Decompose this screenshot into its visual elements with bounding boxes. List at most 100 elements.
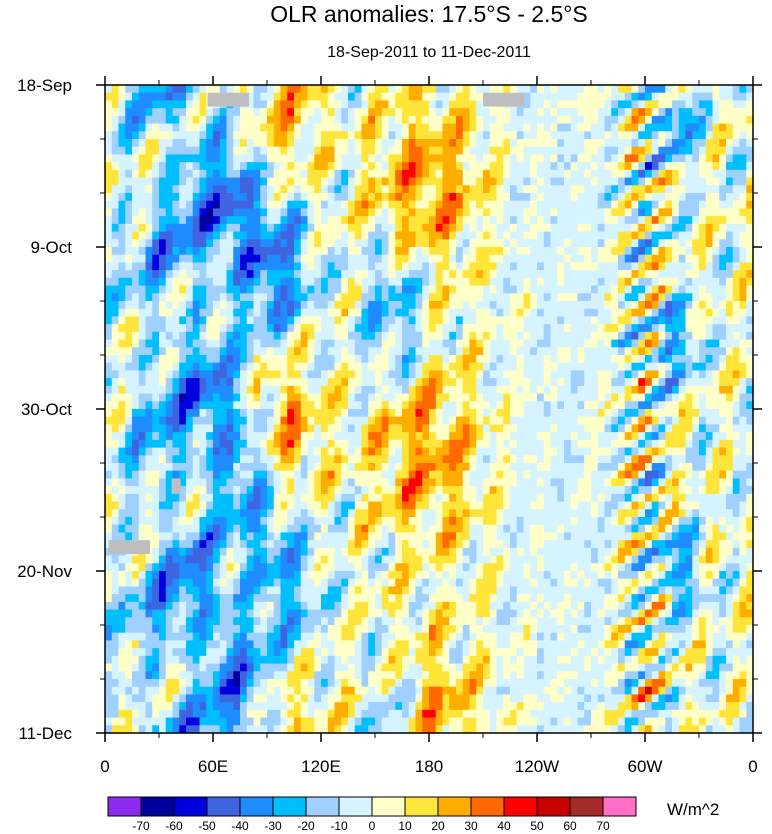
heatmap-cell xyxy=(368,316,376,325)
heatmap-cell xyxy=(651,347,660,356)
heatmap-cell xyxy=(591,447,599,456)
heatmap-cell xyxy=(618,115,626,125)
heatmap-cell xyxy=(645,262,653,271)
heatmap-cell xyxy=(496,131,504,140)
heatmap-cell xyxy=(348,285,356,294)
heatmap-cell xyxy=(658,447,666,456)
heatmap-cell xyxy=(199,262,207,271)
heatmap-cell xyxy=(739,385,747,395)
heatmap-cell xyxy=(280,123,288,132)
heatmap-cell xyxy=(604,100,612,109)
heatmap-cell xyxy=(435,154,444,163)
heatmap-cell xyxy=(233,270,241,279)
heatmap-cell xyxy=(543,115,552,125)
heatmap-cell xyxy=(570,115,579,125)
heatmap-cell xyxy=(314,131,322,140)
heatmap-cell xyxy=(422,455,430,464)
heatmap-cell xyxy=(530,401,538,410)
heatmap-cell xyxy=(111,285,120,294)
heatmap-cell xyxy=(206,146,214,156)
heatmap-cell xyxy=(570,339,579,348)
heatmap-cell xyxy=(557,401,565,410)
heatmap-cell xyxy=(402,478,410,487)
heatmap-cell xyxy=(327,92,336,102)
heatmap-cell xyxy=(584,339,592,348)
heatmap-cell xyxy=(395,223,403,233)
heatmap-cell xyxy=(354,200,363,210)
heatmap-cell xyxy=(334,432,342,441)
heatmap-cell xyxy=(618,193,626,202)
heatmap-cell xyxy=(415,470,423,480)
heatmap-cell xyxy=(300,162,309,171)
heatmap-cell xyxy=(584,254,592,264)
heatmap-cell xyxy=(186,401,194,410)
heatmap-cell xyxy=(172,193,180,202)
heatmap-cell xyxy=(314,216,322,225)
heatmap-cell xyxy=(732,239,741,248)
heatmap-cell xyxy=(658,370,666,379)
heatmap-cell xyxy=(219,185,228,194)
heatmap-cell xyxy=(415,416,423,426)
heatmap-cell xyxy=(334,331,342,341)
heatmap-cell xyxy=(294,385,302,395)
heatmap-cell xyxy=(604,254,612,264)
heatmap-cell xyxy=(105,162,113,171)
heatmap-cell xyxy=(732,131,741,140)
heatmap-cell xyxy=(354,463,363,472)
heatmap-cell xyxy=(341,463,349,472)
heatmap-cell xyxy=(314,262,322,271)
heatmap-cell xyxy=(381,247,390,256)
heatmap-cell xyxy=(118,470,126,480)
heatmap-cell xyxy=(564,146,572,156)
heatmap-cell xyxy=(678,100,687,109)
heatmap-cell xyxy=(415,216,423,225)
heatmap-cell xyxy=(199,355,207,364)
heatmap-cell xyxy=(192,393,201,402)
heatmap-cell xyxy=(442,301,450,310)
heatmap-cell xyxy=(341,455,349,464)
heatmap-cell xyxy=(523,301,531,310)
heatmap-cell xyxy=(375,463,383,472)
heatmap-cell xyxy=(746,239,754,248)
heatmap-cell xyxy=(489,223,498,233)
heatmap-cell xyxy=(226,339,234,348)
heatmap-cell xyxy=(159,324,167,333)
heatmap-cell xyxy=(719,293,727,302)
heatmap-cell xyxy=(442,424,450,433)
heatmap-cell xyxy=(699,432,707,441)
heatmap-cell xyxy=(503,393,511,402)
heatmap-cell xyxy=(219,362,228,372)
heatmap-cell xyxy=(179,301,187,310)
heatmap-cell xyxy=(152,193,160,202)
heatmap-cell xyxy=(172,416,180,426)
heatmap-cell xyxy=(395,470,403,480)
heatmap-cell xyxy=(429,277,437,287)
heatmap-cell xyxy=(233,108,241,117)
heatmap-cell xyxy=(368,285,376,294)
heatmap-cell xyxy=(354,478,363,487)
heatmap-cell xyxy=(375,169,383,179)
heatmap-cell xyxy=(712,262,720,271)
heatmap-cell xyxy=(510,270,518,279)
heatmap-cell xyxy=(591,324,599,333)
heatmap-cell xyxy=(692,193,700,202)
heatmap-cell xyxy=(145,169,153,179)
heatmap-cell xyxy=(321,285,329,294)
heatmap-cell xyxy=(159,223,167,233)
heatmap-cell xyxy=(645,470,653,480)
heatmap-cell xyxy=(422,185,430,194)
heatmap-cell xyxy=(739,231,747,240)
heatmap-cell xyxy=(746,100,754,109)
heatmap-cell xyxy=(321,439,329,449)
heatmap-cell xyxy=(435,308,444,318)
heatmap-cell xyxy=(537,92,545,102)
heatmap-cell xyxy=(618,169,626,179)
heatmap-cell xyxy=(597,177,606,186)
heatmap-cell xyxy=(368,239,376,248)
heatmap-cell xyxy=(699,185,707,194)
heatmap-cell xyxy=(260,146,268,156)
heatmap-cell xyxy=(597,385,606,395)
heatmap-cell xyxy=(516,85,525,94)
heatmap-cell xyxy=(631,231,639,240)
heatmap-cell xyxy=(213,455,221,464)
